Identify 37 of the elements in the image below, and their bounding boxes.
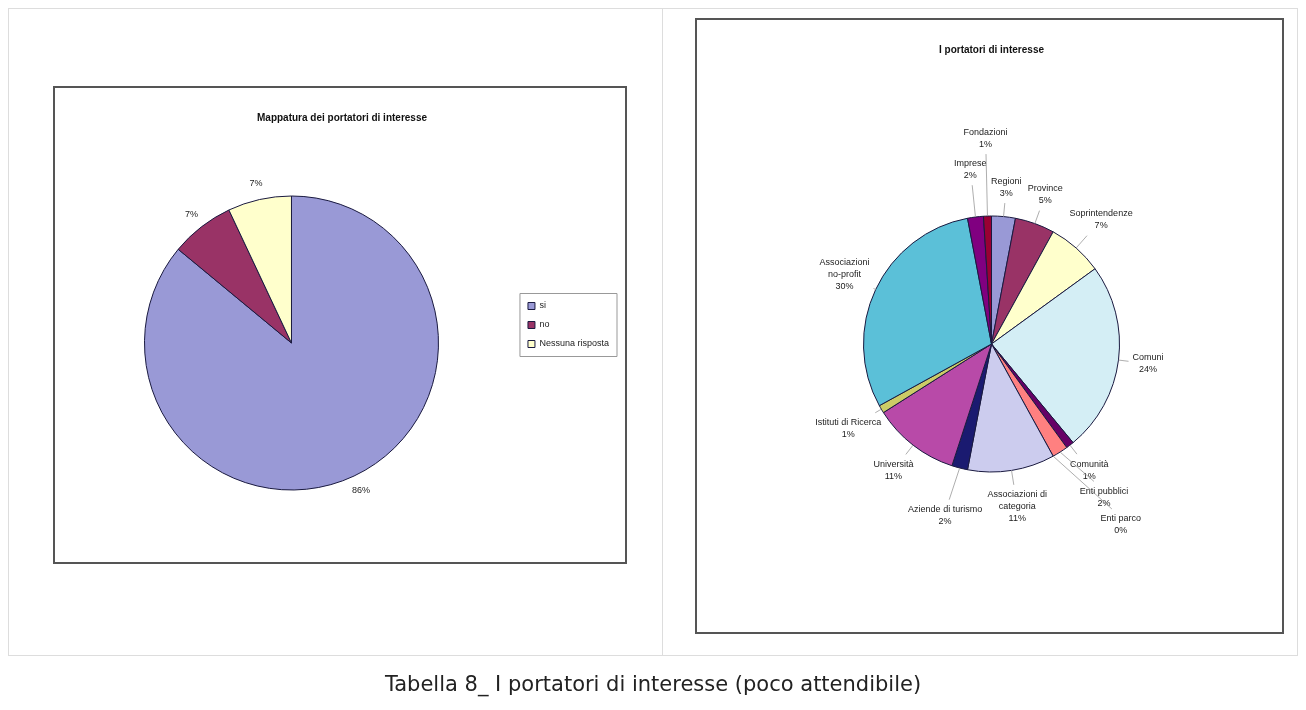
legend-label: si (539, 300, 546, 311)
data-label: 7% (1094, 220, 1108, 231)
slice-label: Province (1027, 183, 1063, 194)
chart-title: Mappatura dei portatori di interesse (256, 111, 428, 123)
data-label: 2% (1097, 497, 1111, 508)
data-label: 11% (884, 470, 903, 481)
text: Tabella 8_ I portatori di interesse (poco attendibile) (383, 672, 923, 696)
data-label: 30% (835, 281, 854, 292)
category-label: Enti parco (1100, 513, 1141, 524)
data-label: 7% (249, 178, 263, 189)
slice-label: Regioni (991, 175, 1022, 186)
data-label: 11% (1008, 513, 1026, 524)
data-label: 1% (841, 429, 855, 440)
data-label: 1% (1082, 470, 1096, 481)
text: 0% (1114, 525, 1128, 536)
data-label: 1% (978, 138, 993, 149)
slice-label: Comuni (1132, 352, 1164, 363)
legend-label: Nessuna risposta (539, 338, 610, 349)
slice-label: Fondazioni (963, 126, 1008, 137)
data-label: 24% (1139, 364, 1158, 375)
slice-label: Comunità (1070, 458, 1109, 469)
data-label: 86% (351, 484, 370, 495)
slice-label: Imprese (953, 157, 987, 168)
data-label: 2% (963, 169, 977, 180)
slice-label: Enti pubblici (1079, 485, 1129, 496)
slice-label: Soprintendenze (1069, 208, 1133, 219)
slice-label: Associazioni di categoria (987, 489, 1048, 512)
chart-title: I portatori di interesse (938, 43, 1045, 55)
data-label: 3% (999, 187, 1013, 198)
data-label: 2% (938, 516, 952, 527)
data-label: 5% (1038, 195, 1052, 206)
slice-label: Associazioni no-profit (819, 257, 870, 280)
data-label: 7% (185, 208, 199, 219)
legend-label: no (539, 319, 550, 330)
slice-label: Aziende di turismo (908, 504, 983, 515)
slice-label: Università (873, 458, 914, 469)
slice-label: Istituti di Ricerca (815, 417, 882, 428)
